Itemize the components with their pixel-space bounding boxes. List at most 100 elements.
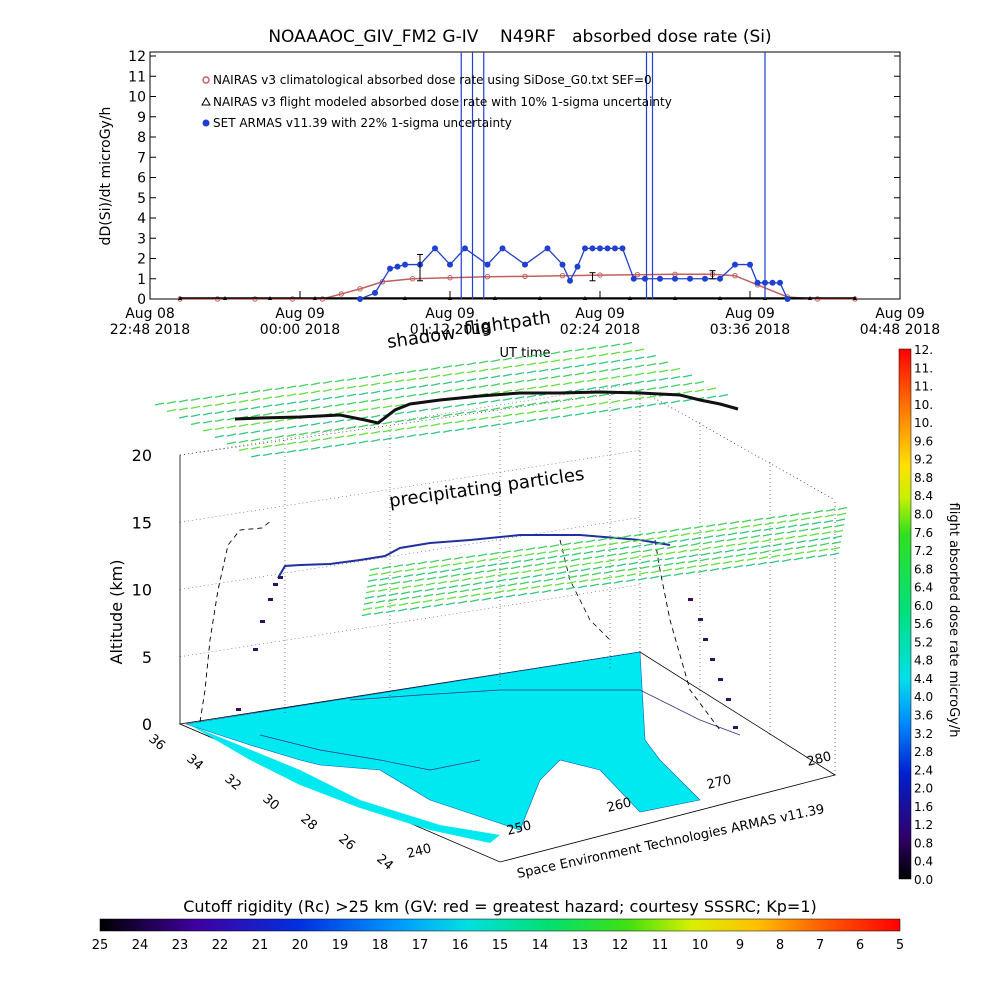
series-point-armas (432, 245, 438, 252)
particle-arrow-lower (817, 554, 828, 558)
particle-arrow-lower (573, 541, 584, 545)
particle-arrow-lower (813, 510, 824, 514)
particle-arrow-upper (262, 388, 273, 392)
particle-arrow-upper (322, 380, 333, 384)
particle-arrow-upper (250, 430, 261, 434)
particle-arrow-upper (658, 401, 669, 405)
particle-arrow-lower (753, 517, 764, 522)
right-colorbar-tick-label: 6.4 (914, 581, 933, 595)
particle-arrow-lower (668, 534, 679, 538)
particle-arrow-lower (736, 547, 747, 552)
particle-arrow-upper (346, 433, 357, 438)
particle-arrow-lower (435, 592, 446, 596)
particle-arrow-lower (700, 552, 711, 556)
x-tick-label-date: Aug 09 (875, 306, 925, 322)
particle-arrow-lower (725, 543, 736, 547)
particle-arrow-upper (658, 377, 669, 381)
particle-arrow-upper (682, 382, 693, 386)
altitude-tick-label: 15 (132, 513, 152, 532)
particle-arrow-lower (596, 543, 607, 547)
particle-arrow-lower (643, 543, 654, 547)
particle-arrow-upper (442, 413, 453, 417)
flightpath-dot (278, 576, 283, 579)
particle-arrow-lower (582, 556, 593, 560)
particle-arrow-lower (664, 557, 675, 561)
particle-arrow-upper (478, 408, 489, 413)
particle-arrow-lower (413, 583, 424, 588)
particle-arrow-upper (406, 377, 417, 382)
particle-arrow-lower (809, 532, 820, 537)
right-colorbar-tick-label: 11. (914, 361, 933, 375)
particle-arrow-lower (639, 565, 650, 570)
particle-arrow-upper (202, 404, 213, 408)
particle-arrow-upper (322, 388, 333, 392)
particle-arrow-upper (418, 376, 429, 380)
particle-arrow-upper (298, 407, 309, 412)
particle-arrow-upper (574, 380, 585, 384)
right-colorbar-tick-label: 9.2 (914, 453, 933, 467)
series-point-modeled (313, 296, 317, 300)
particle-arrow-upper (514, 380, 525, 384)
series-point-climatological (814, 296, 821, 302)
particle-arrow-upper (274, 435, 285, 439)
particle-arrow-upper (370, 414, 381, 418)
particle-arrow-lower (733, 564, 744, 569)
particle-arrow-upper (262, 420, 273, 424)
particle-arrow-upper (682, 398, 693, 402)
particle-arrow-lower (784, 541, 795, 545)
particle-arrow-upper (586, 394, 597, 399)
particle-arrow-upper (502, 421, 513, 426)
particle-arrow-upper (250, 438, 261, 442)
particle-arrow-upper (586, 370, 597, 374)
particle-arrow-lower (832, 535, 843, 539)
particle-arrow-upper (154, 402, 165, 406)
particle-arrow-lower (531, 579, 542, 584)
series-point-armas (702, 275, 708, 282)
x-tick-label-date: Aug 08 (125, 306, 175, 322)
particle-arrow-upper (202, 420, 213, 424)
particle-arrow-lower (446, 596, 457, 600)
particle-arrow-lower (517, 592, 528, 597)
series-point-modeled (853, 296, 857, 300)
particle-arrow-upper (526, 394, 537, 398)
flightpath-dot (260, 620, 265, 623)
series-line-armas (359, 247, 789, 300)
lower-flight-path (277, 534, 671, 579)
particle-arrow-upper (430, 366, 441, 370)
particle-arrow-upper (286, 401, 297, 405)
particle-arrow-upper (610, 399, 621, 404)
particle-arrow-lower (655, 541, 666, 545)
y-tick-label: 10 (128, 90, 146, 106)
particle-arrow-upper (238, 407, 249, 411)
particle-arrow-lower (477, 553, 488, 557)
particle-arrow-upper (250, 398, 261, 402)
particle-arrow-upper (490, 415, 501, 419)
particle-arrow-lower (709, 568, 720, 572)
particle-arrow-upper (226, 417, 237, 421)
particle-arrow-lower (621, 534, 632, 539)
particle-arrow-lower (726, 537, 737, 542)
particle-arrow-lower (604, 564, 615, 569)
series-point-armas (754, 279, 761, 286)
series-point-armas (559, 261, 566, 268)
shadow-dashed-path-center (559, 539, 611, 641)
particle-arrow-lower (723, 555, 734, 559)
series-point-climatological (484, 274, 491, 280)
particle-arrow-lower (819, 542, 830, 546)
particle-arrow-upper (610, 359, 621, 363)
altitude-gridlines (179, 382, 641, 725)
particle-arrow-upper (310, 406, 321, 410)
particle-arrow-lower (458, 594, 469, 599)
series-point-climatological (732, 273, 738, 279)
particle-arrow-upper (550, 351, 561, 355)
particle-arrow-upper (406, 434, 417, 438)
particle-arrow-upper (190, 397, 201, 401)
particle-arrow-lower (451, 567, 462, 572)
particle-arrow-lower (558, 559, 569, 563)
particle-arrow-lower (690, 542, 701, 546)
particle-arrow-upper (634, 364, 645, 368)
particle-arrow-lower (447, 590, 458, 594)
y-tick-label: 2 (137, 252, 146, 268)
particle-arrow-lower (511, 560, 522, 564)
